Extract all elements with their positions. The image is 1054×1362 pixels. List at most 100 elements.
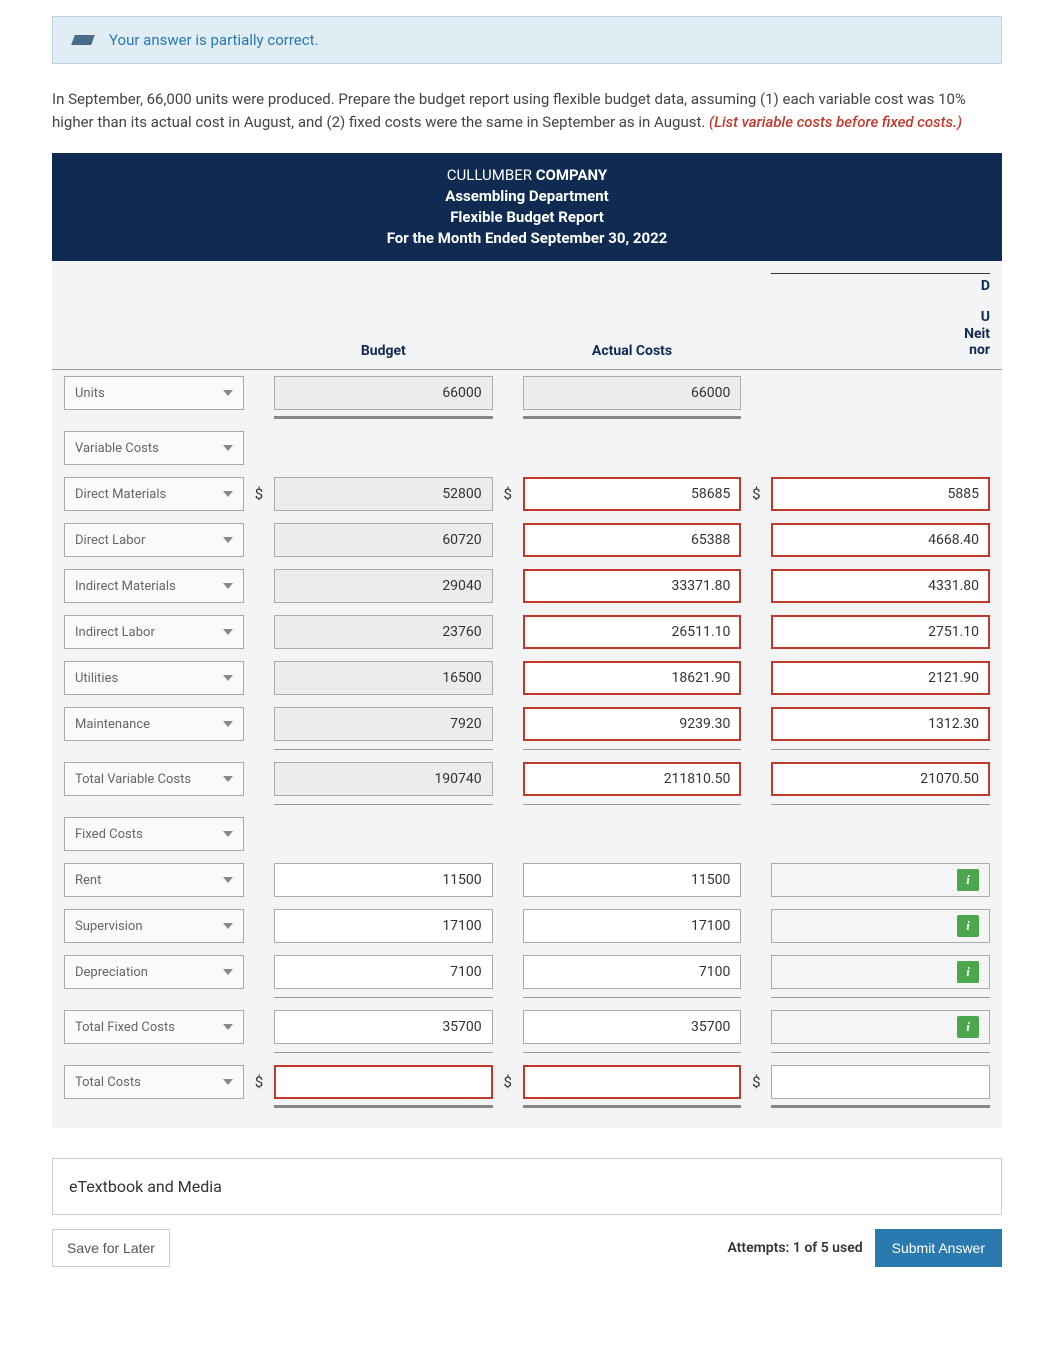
instructions-emph: (List variable costs before fixed costs.… (709, 113, 962, 131)
dropdown-maintenance[interactable]: Maintenance (64, 707, 244, 741)
supervision-diff[interactable]: i (771, 909, 990, 943)
dropdown-units[interactable]: Units (64, 376, 244, 410)
report-line2: Assembling Department (64, 186, 990, 207)
chevron-down-icon (223, 675, 233, 681)
maintenance-diff[interactable]: 1312.30 (771, 707, 990, 741)
label-depreciation: Depreciation (75, 965, 148, 980)
submit-answer-button[interactable]: Submit Answer (875, 1229, 1002, 1267)
chevron-down-icon (223, 923, 233, 929)
row-indirect-materials: Indirect Materials 29040 33371.80 4331.8… (52, 563, 1002, 609)
depreciation-actual[interactable]: 7100 (523, 955, 742, 989)
direct-labor-budget[interactable]: 60720 (274, 523, 493, 557)
indirect-labor-actual[interactable]: 26511.10 (523, 615, 742, 649)
rent-budget[interactable]: 11500 (274, 863, 493, 897)
direct-materials-diff[interactable]: 5885 (771, 477, 990, 511)
info-icon[interactable]: i (957, 961, 979, 983)
footer: eTextbook and Media Save for Later Attem… (52, 1158, 1002, 1287)
partial-correct-alert: Your answer is partially correct. (52, 16, 1002, 64)
chevron-down-icon (223, 390, 233, 396)
indirect-labor-budget[interactable]: 23760 (274, 615, 493, 649)
action-row: Save for Later Attempts: 1 of 5 used Sub… (52, 1229, 1002, 1287)
utilities-diff[interactable]: 2121.90 (771, 661, 990, 695)
supervision-actual[interactable]: 17100 (523, 909, 742, 943)
direct-labor-actual[interactable]: 65388 (523, 523, 742, 557)
maintenance-budget[interactable]: 7920 (274, 707, 493, 741)
direct-materials-budget[interactable]: 52800 (274, 477, 493, 511)
dropdown-total-variable[interactable]: Total Variable Costs (64, 762, 244, 796)
chevron-down-icon (223, 1024, 233, 1030)
dropdown-indirect-labor[interactable]: Indirect Labor (64, 615, 244, 649)
direct-labor-diff[interactable]: 4668.40 (771, 523, 990, 557)
chevron-down-icon (223, 445, 233, 451)
total-costs-actual[interactable] (523, 1065, 742, 1099)
row-depreciation: Depreciation 7100 7100 i (52, 949, 1002, 995)
dropdown-indirect-materials[interactable]: Indirect Materials (64, 569, 244, 603)
chevron-down-icon (223, 537, 233, 543)
attempts-label: Attempts: 1 of 5 used (727, 1240, 862, 1256)
row-total-fixed: Total Fixed Costs 35700 35700 i (52, 1004, 1002, 1050)
col-budget: Budget (274, 343, 493, 359)
depreciation-budget[interactable]: 7100 (274, 955, 493, 989)
dollar-sign: $ (493, 1073, 523, 1091)
indirect-materials-budget[interactable]: 29040 (274, 569, 493, 603)
chevron-down-icon (223, 969, 233, 975)
dropdown-total-fixed[interactable]: Total Fixed Costs (64, 1010, 244, 1044)
label-total-variable: Total Variable Costs (75, 772, 191, 787)
col-diff: D U Neit nor (771, 273, 990, 359)
indirect-materials-actual[interactable]: 33371.80 (523, 569, 742, 603)
label-utilities: Utilities (75, 671, 118, 686)
info-icon[interactable]: i (957, 915, 979, 937)
total-costs-diff[interactable] (771, 1065, 990, 1099)
utilities-actual[interactable]: 18621.90 (523, 661, 742, 695)
indirect-materials-diff[interactable]: 4331.80 (771, 569, 990, 603)
row-direct-materials: Direct Materials $ 52800 $ 58685 $ 5885 (52, 471, 1002, 517)
total-variable-diff[interactable]: 21070.50 (771, 762, 990, 796)
chevron-down-icon (223, 1079, 233, 1085)
label-direct-materials: Direct Materials (75, 487, 166, 502)
save-for-later-button[interactable]: Save for Later (52, 1229, 170, 1267)
row-utilities: Utilities 16500 18621.90 2121.90 (52, 655, 1002, 701)
dropdown-depreciation[interactable]: Depreciation (64, 955, 244, 989)
dropdown-rent[interactable]: Rent (64, 863, 244, 897)
instructions: In September, 66,000 units were produced… (52, 88, 1002, 133)
total-fixed-actual[interactable]: 35700 (523, 1010, 742, 1044)
total-variable-budget[interactable]: 190740 (274, 762, 493, 796)
utilities-budget[interactable]: 16500 (274, 661, 493, 695)
indirect-labor-diff[interactable]: 2751.10 (771, 615, 990, 649)
rent-diff[interactable]: i (771, 863, 990, 897)
chevron-down-icon (223, 877, 233, 883)
maintenance-actual[interactable]: 9239.30 (523, 707, 742, 741)
total-fixed-budget[interactable]: 35700 (274, 1010, 493, 1044)
dropdown-direct-materials[interactable]: Direct Materials (64, 477, 244, 511)
dropdown-utilities[interactable]: Utilities (64, 661, 244, 695)
supervision-budget[interactable]: 17100 (274, 909, 493, 943)
row-direct-labor: Direct Labor 60720 65388 4668.40 (52, 517, 1002, 563)
dropdown-supervision[interactable]: Supervision (64, 909, 244, 943)
col-actual: Actual Costs (523, 343, 742, 359)
row-variable-header: Variable Costs (52, 425, 1002, 471)
dropdown-direct-labor[interactable]: Direct Labor (64, 523, 244, 557)
report-line3: Flexible Budget Report (64, 207, 990, 228)
etextbook-link[interactable]: eTextbook and Media (52, 1158, 1002, 1215)
report-line4: For the Month Ended September 30, 2022 (64, 228, 990, 249)
units-budget[interactable]: 66000 (274, 376, 493, 410)
company-prefix: CULLUMBER (447, 166, 536, 184)
total-fixed-diff[interactable]: i (771, 1010, 990, 1044)
depreciation-diff[interactable]: i (771, 955, 990, 989)
info-icon[interactable]: i (957, 1016, 979, 1038)
row-indirect-labor: Indirect Labor 23760 26511.10 2751.10 (52, 609, 1002, 655)
label-direct-labor: Direct Labor (75, 533, 145, 548)
info-icon[interactable]: i (957, 869, 979, 891)
total-costs-budget[interactable] (274, 1065, 493, 1099)
dropdown-variable-costs[interactable]: Variable Costs (64, 431, 244, 465)
rent-actual[interactable]: 11500 (523, 863, 742, 897)
company-bold: COMPANY (536, 166, 608, 184)
column-headers: Budget Actual Costs D U Neit nor (52, 261, 1002, 370)
report-header: CULLUMBER COMPANY Assembling Department … (52, 153, 1002, 261)
dropdown-total-costs[interactable]: Total Costs (64, 1065, 244, 1099)
total-variable-actual[interactable]: 211810.50 (523, 762, 742, 796)
units-actual[interactable]: 66000 (523, 376, 742, 410)
label-rent: Rent (75, 873, 101, 888)
direct-materials-actual[interactable]: 58685 (523, 477, 742, 511)
dropdown-fixed-costs[interactable]: Fixed Costs (64, 817, 244, 851)
